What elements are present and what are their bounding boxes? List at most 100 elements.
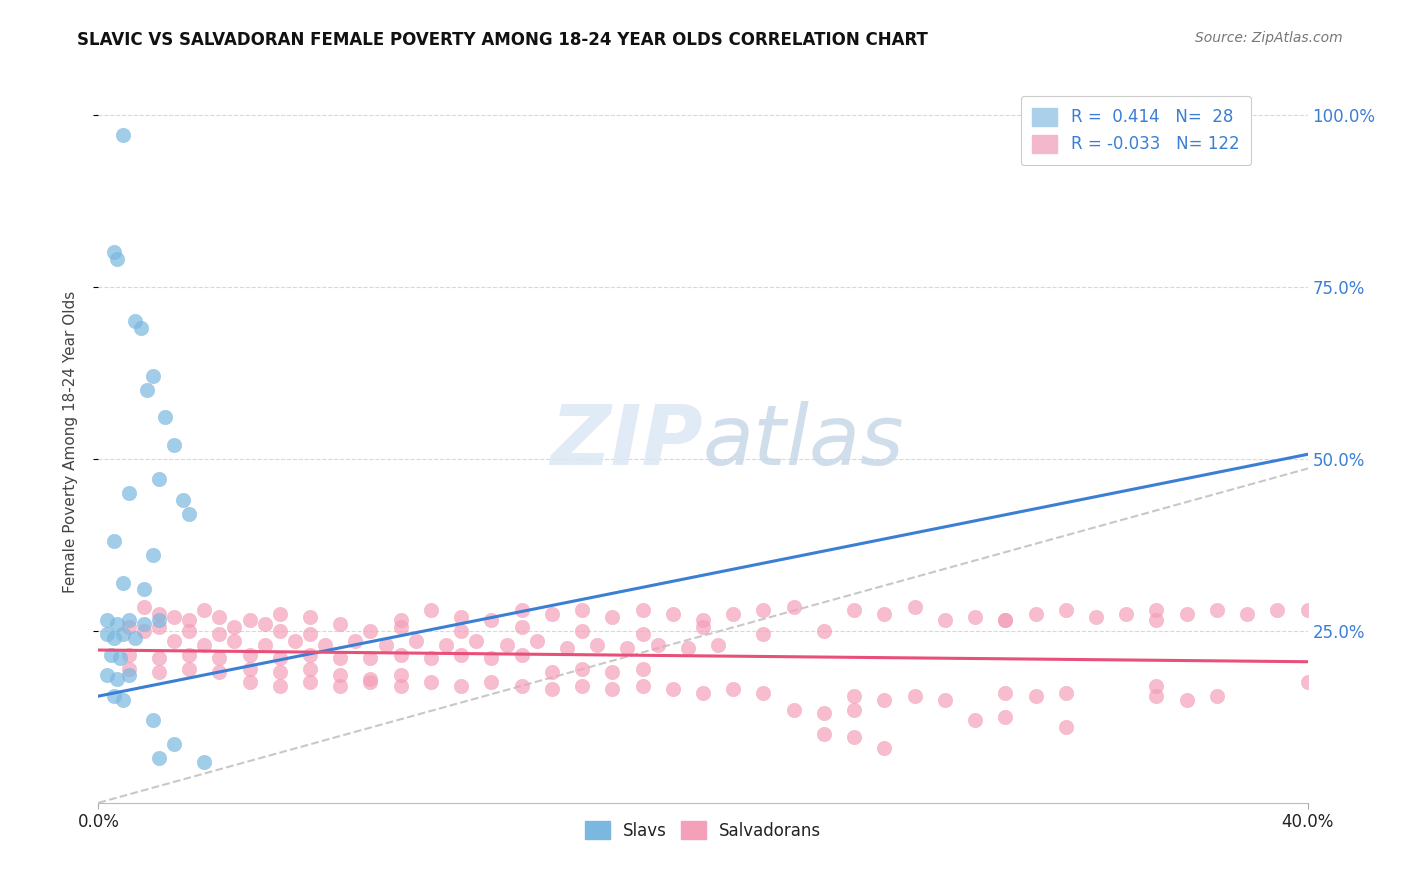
Text: Source: ZipAtlas.com: Source: ZipAtlas.com [1195, 31, 1343, 45]
Point [434, 638, 457, 652]
Point [118, 614, 141, 628]
Legend: Slavs, Salvadorans: Slavs, Salvadorans [578, 814, 828, 847]
Point [142, 713, 165, 727]
Point [465, 634, 488, 648]
Point [163, 634, 186, 648]
Point [253, 616, 276, 631]
Point [783, 599, 806, 614]
Point [269, 651, 291, 665]
Point [389, 648, 412, 662]
Text: atlas: atlas [703, 401, 904, 482]
Point [1085, 610, 1108, 624]
Point [179, 662, 201, 676]
Point [163, 438, 186, 452]
Point [723, 607, 745, 621]
Point [118, 486, 141, 500]
Point [540, 607, 562, 621]
Point [631, 603, 654, 617]
Point [314, 638, 336, 652]
Point [179, 507, 201, 521]
Point [208, 651, 231, 665]
Point [481, 651, 503, 665]
Point [813, 727, 835, 741]
Point [132, 599, 155, 614]
Point [994, 614, 1017, 628]
Point [405, 634, 427, 648]
Point [1146, 679, 1168, 693]
Point [193, 638, 215, 652]
Point [299, 627, 322, 641]
Point [676, 640, 699, 655]
Point [208, 627, 231, 641]
Point [96, 668, 118, 682]
Point [692, 686, 714, 700]
Point [239, 614, 262, 628]
Point [813, 624, 835, 638]
Point [111, 128, 134, 143]
Point [118, 648, 141, 662]
Point [118, 668, 141, 682]
Point [994, 710, 1017, 724]
Point [148, 665, 170, 679]
Point [148, 751, 170, 765]
Point [299, 662, 322, 676]
Point [1296, 675, 1319, 690]
Point [661, 682, 683, 697]
Point [420, 603, 443, 617]
Point [299, 648, 322, 662]
Point [389, 668, 412, 682]
Point [631, 627, 654, 641]
Point [103, 245, 125, 260]
Text: SLAVIC VS SALVADORAN FEMALE POVERTY AMONG 18-24 YEAR OLDS CORRELATION CHART: SLAVIC VS SALVADORAN FEMALE POVERTY AMON… [77, 31, 928, 49]
Point [124, 631, 146, 645]
Point [873, 740, 896, 755]
Point [631, 662, 654, 676]
Point [510, 603, 533, 617]
Point [1054, 603, 1077, 617]
Point [844, 731, 866, 745]
Point [692, 614, 714, 628]
Point [994, 614, 1017, 628]
Point [179, 614, 201, 628]
Point [450, 624, 472, 638]
Point [103, 631, 125, 645]
Point [148, 651, 170, 665]
Point [193, 603, 215, 617]
Point [135, 383, 157, 397]
Point [844, 689, 866, 703]
Point [1175, 692, 1198, 706]
Point [148, 620, 170, 634]
Point [153, 410, 176, 425]
Point [389, 679, 412, 693]
Point [1054, 686, 1077, 700]
Point [481, 614, 503, 628]
Point [360, 651, 382, 665]
Point [873, 692, 896, 706]
Point [873, 607, 896, 621]
Point [904, 689, 927, 703]
Point [142, 369, 165, 384]
Point [1146, 603, 1168, 617]
Point [602, 682, 624, 697]
Text: ZIP: ZIP [550, 401, 703, 482]
Point [132, 616, 155, 631]
Point [586, 638, 609, 652]
Point [1054, 720, 1077, 734]
Point [934, 692, 956, 706]
Point [1146, 614, 1168, 628]
Point [269, 665, 291, 679]
Point [360, 672, 382, 686]
Point [555, 640, 578, 655]
Point [329, 679, 352, 693]
Point [111, 692, 134, 706]
Point [132, 624, 155, 638]
Point [103, 534, 125, 549]
Point [163, 737, 186, 751]
Point [329, 668, 352, 682]
Point [571, 603, 593, 617]
Point [752, 603, 775, 617]
Point [269, 679, 291, 693]
Point [148, 472, 170, 486]
Point [389, 620, 412, 634]
Point [208, 610, 231, 624]
